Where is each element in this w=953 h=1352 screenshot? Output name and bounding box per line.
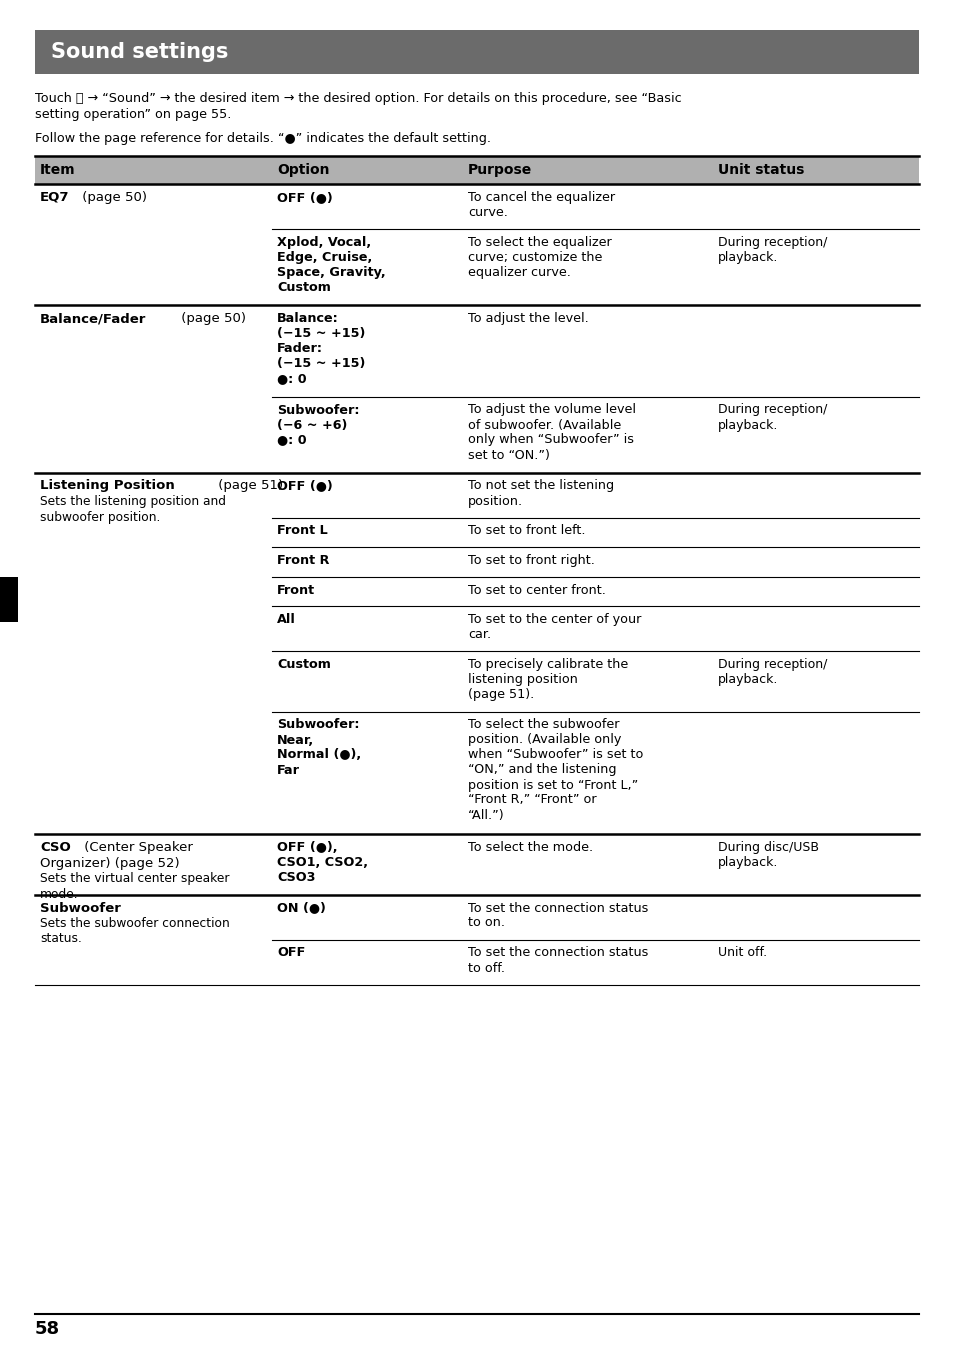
Text: Purpose: Purpose: [468, 164, 532, 177]
Text: OFF (●),
CSO1, CSO2,
CSO3: OFF (●), CSO1, CSO2, CSO3: [276, 841, 368, 884]
Text: OFF (●): OFF (●): [276, 191, 333, 204]
Text: Sets the virtual center speaker: Sets the virtual center speaker: [40, 872, 230, 886]
Text: Sets the listening position and: Sets the listening position and: [40, 495, 226, 508]
Bar: [0, 576, 18, 622]
Text: (Center Speaker: (Center Speaker: [80, 841, 193, 854]
Text: To set the connection status
to off.: To set the connection status to off.: [468, 946, 648, 975]
Text: Unit off.: Unit off.: [718, 946, 766, 960]
Text: subwoofer position.: subwoofer position.: [40, 511, 160, 523]
Text: Front R: Front R: [276, 554, 329, 566]
Text: setting operation” on page 55.: setting operation” on page 55.: [35, 108, 232, 120]
Text: Option: Option: [276, 164, 329, 177]
Text: Xplod, Vocal,
Edge, Cruise,
Space, Gravity,
Custom: Xplod, Vocal, Edge, Cruise, Space, Gravi…: [276, 237, 385, 293]
Text: To set to center front.: To set to center front.: [468, 584, 605, 596]
Text: To cancel the equalizer
curve.: To cancel the equalizer curve.: [468, 191, 615, 219]
Text: OFF (●): OFF (●): [276, 480, 333, 492]
Text: During reception/
playback.: During reception/ playback.: [718, 658, 826, 685]
Text: To select the mode.: To select the mode.: [468, 841, 593, 854]
Text: Item: Item: [40, 164, 75, 177]
Text: During reception/
playback.: During reception/ playback.: [718, 237, 826, 264]
Text: CSO: CSO: [40, 841, 71, 854]
Text: Sets the subwoofer connection: Sets the subwoofer connection: [40, 917, 230, 930]
Text: OFF: OFF: [276, 946, 305, 960]
Text: mode.: mode.: [40, 887, 78, 900]
Text: Listening Position: Listening Position: [40, 480, 174, 492]
Text: To select the equalizer
curve; customize the
equalizer curve.: To select the equalizer curve; customize…: [468, 237, 611, 279]
Text: Balance/Fader: Balance/Fader: [40, 312, 146, 324]
Text: During reception/
playback.: During reception/ playback.: [718, 403, 826, 431]
Text: To not set the listening
position.: To not set the listening position.: [468, 480, 614, 507]
Text: All: All: [276, 612, 295, 626]
Text: Front: Front: [276, 584, 314, 596]
Text: To set to front right.: To set to front right.: [468, 554, 595, 566]
Text: Subwoofer:
(−6 ~ +6)
●: 0: Subwoofer: (−6 ~ +6) ●: 0: [276, 403, 359, 446]
Text: 58: 58: [35, 1320, 60, 1338]
Text: Subwoofer:
Near,
Normal (●),
Far: Subwoofer: Near, Normal (●), Far: [276, 718, 361, 776]
Text: To set to the center of your
car.: To set to the center of your car.: [468, 612, 640, 641]
Text: Unit status: Unit status: [718, 164, 803, 177]
Text: Subwoofer: Subwoofer: [40, 902, 121, 914]
Text: To set the connection status
to on.: To set the connection status to on.: [468, 902, 648, 930]
Text: To set to front left.: To set to front left.: [468, 525, 585, 538]
Text: During disc/USB
playback.: During disc/USB playback.: [718, 841, 818, 869]
Text: To select the subwoofer
position. (Available only
when “Subwoofer” is set to
“ON: To select the subwoofer position. (Avail…: [468, 718, 642, 822]
Text: Sound settings: Sound settings: [51, 42, 228, 62]
Text: EQ7: EQ7: [40, 191, 70, 204]
Text: Touch ⎙ → “Sound” → the desired item → the desired option. For details on this p: Touch ⎙ → “Sound” → the desired item → t…: [35, 92, 680, 105]
Text: Organizer) (page 52): Organizer) (page 52): [40, 857, 179, 869]
Text: Custom: Custom: [276, 658, 331, 671]
Text: (page 50): (page 50): [177, 312, 246, 324]
Text: (page 50): (page 50): [78, 191, 147, 204]
Text: (page 51): (page 51): [213, 480, 283, 492]
Text: status.: status.: [40, 933, 82, 945]
Text: Front L: Front L: [276, 525, 328, 538]
Text: Balance:
(−15 ~ +15)
Fader:
(−15 ~ +15)
●: 0: Balance: (−15 ~ +15) Fader: (−15 ~ +15) …: [276, 312, 365, 385]
Text: To precisely calibrate the
listening position
(page 51).: To precisely calibrate the listening pos…: [468, 658, 628, 700]
Bar: [35, 155, 918, 184]
Text: To adjust the volume level
of subwoofer. (Available
only when “Subwoofer” is
set: To adjust the volume level of subwoofer.…: [468, 403, 636, 461]
Text: Follow the page reference for details. “●” indicates the default setting.: Follow the page reference for details. “…: [35, 132, 491, 145]
Bar: [35, 30, 918, 74]
Text: To adjust the level.: To adjust the level.: [468, 312, 588, 324]
Text: ON (●): ON (●): [276, 902, 326, 914]
